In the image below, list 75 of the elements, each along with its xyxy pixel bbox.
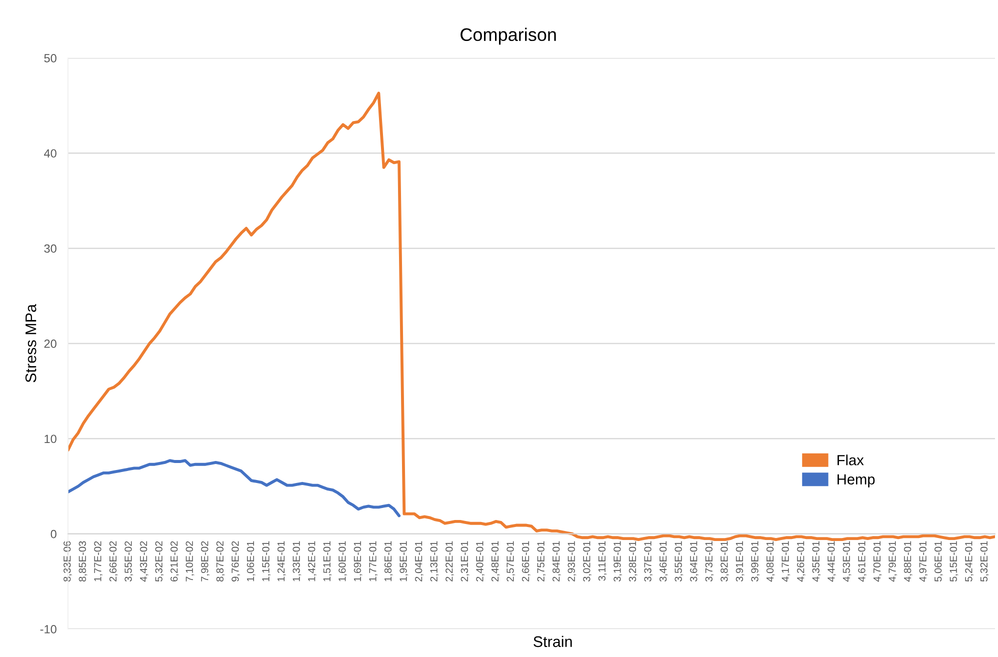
x-tick-label: 2,66E-02: [109, 541, 118, 582]
x-tick-label: 1,69E-01: [354, 541, 362, 582]
x-tick-label: 4,70E-01: [873, 541, 882, 582]
y-tick-label: 30: [44, 244, 56, 253]
x-tick-label: 5,32E-01: [980, 541, 989, 582]
x-tick-label: 2,22E-01: [446, 541, 454, 582]
x-tick-label: 2,84E-01: [552, 541, 561, 582]
x-tick-label: 1,95E-01: [400, 541, 408, 582]
x-tick-label: 3,55E-01: [674, 541, 684, 582]
x-tick-label: 1,77E-02: [94, 541, 102, 582]
x-tick-label: 8,85E-03: [78, 541, 88, 582]
x-tick-label: 4,61E-01: [858, 541, 866, 582]
x-tick-label: 1,60E-01: [338, 541, 347, 582]
x-tick-label: 8,33E-06: [64, 541, 72, 582]
x-tick-label: 2,04E-01: [414, 541, 424, 582]
x-tick-label: 4,53E-01: [842, 541, 852, 582]
x-tick-label: 7,98E-02: [201, 541, 210, 582]
x-tick-label: 1,77E-01: [369, 541, 378, 582]
legend-label: Hemp: [838, 474, 875, 488]
x-tick-label: 4,43E-02: [140, 541, 148, 582]
chart-title: Comparison: [460, 28, 556, 45]
x-tick-label: 2,31E-01: [460, 541, 470, 582]
x-tick-label: 3,99E-01: [751, 541, 760, 582]
x-tick-label: 4,26E-01: [796, 541, 806, 582]
x-tick-label: 4,97E-01: [919, 541, 928, 582]
x-tick-label: 2,66E-01: [522, 541, 530, 582]
y-tick-label: 40: [44, 149, 56, 158]
x-tick-label: 2,57E-01: [506, 541, 516, 582]
x-tick-label: 8,87E-02: [216, 541, 225, 582]
line-series: [68, 92, 995, 542]
x-tick-label: 3,19E-01: [614, 541, 622, 582]
x-tick-label: 2,93E-01: [568, 541, 576, 582]
legend-label: Flax: [838, 454, 864, 466]
y-tick-label: -10: [40, 625, 56, 634]
x-tick-label: 1,86E-01: [384, 541, 393, 582]
x-tick-label: 1,51E-01: [323, 541, 332, 582]
y-tick-label: 20: [44, 340, 56, 348]
x-tick-label: 2,48E-01: [491, 541, 500, 582]
x-tick-label: 4,79E-01: [888, 541, 898, 582]
x-tick-label: 2,75E-01: [537, 541, 546, 582]
x-tick-label: 5,32E-02: [155, 541, 164, 582]
x-tick-label: 3,73E-01: [705, 541, 714, 582]
x-tick-label: 5,06E-01: [934, 541, 943, 582]
x-tick-label: 3,37E-01: [644, 541, 653, 582]
y-tick-label: 10: [44, 434, 56, 444]
x-tick-label: 3,46E-01: [659, 541, 668, 582]
x-tick-label: 1,42E-01: [308, 541, 316, 582]
x-tick-label: 9,76E-02: [232, 541, 240, 582]
x-tick-label: 3,64E-01: [690, 541, 698, 582]
y-axis-title: Stress MPa: [25, 304, 36, 382]
x-tick-label: 3,02E-01: [583, 541, 592, 582]
line-series: [68, 459, 401, 518]
x-tick-label: 3,91E-01: [736, 541, 744, 582]
x-tick-label: 3,55E-02: [124, 541, 134, 582]
x-tick-label: 1,15E-01: [262, 541, 271, 582]
x-tick-label: 4,44E-01: [828, 541, 836, 582]
x-tick-label: 1,06E-01: [246, 541, 256, 582]
x-tick-label: 3,82E-01: [720, 541, 729, 582]
x-tick-label: 5,15E-01: [950, 541, 958, 582]
x-tick-label: 1,24E-01: [277, 541, 286, 582]
x-axis-title: Strain: [534, 636, 572, 648]
y-tick-label: 0: [50, 530, 56, 538]
x-tick-label: 7,10E-02: [186, 541, 194, 582]
x-tick-label: 4,35E-01: [812, 541, 821, 582]
x-tick-label: 4,17E-01: [782, 541, 790, 582]
x-tick-label: 2,13E-01: [430, 541, 439, 582]
x-tick-label: 3,28E-01: [628, 541, 638, 582]
x-tick-label: 4,08E-01: [766, 541, 775, 582]
x-tick-label: 1,33E-01: [292, 541, 302, 582]
x-tick-label: 5,24E-01: [965, 541, 974, 582]
x-tick-label: 6,21E-02: [170, 541, 179, 582]
x-tick-label: 2,40E-01: [476, 541, 484, 582]
x-tick-label: 4,88E-01: [904, 541, 912, 582]
x-tick-label: 3,11E-01: [598, 541, 607, 581]
y-tick-label: 50: [44, 54, 56, 62]
